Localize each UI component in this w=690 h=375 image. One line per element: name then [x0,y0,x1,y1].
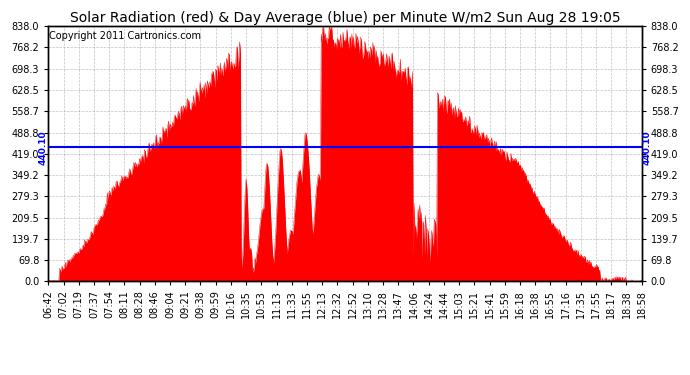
Text: 440.10: 440.10 [642,130,651,165]
Text: Copyright 2011 Cartronics.com: Copyright 2011 Cartronics.com [50,32,201,41]
Title: Solar Radiation (red) & Day Average (blue) per Minute W/m2 Sun Aug 28 19:05: Solar Radiation (red) & Day Average (blu… [70,11,620,25]
Text: 440.10: 440.10 [39,130,48,165]
